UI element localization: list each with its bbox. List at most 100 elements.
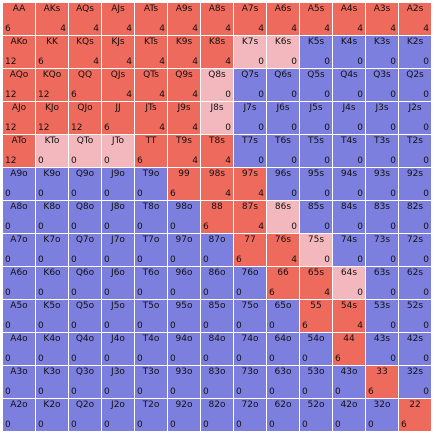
- hand-cell-42s[interactable]: 42s 0: [399, 333, 432, 366]
- hand-cell-55[interactable]: 55 6: [300, 300, 333, 333]
- hand-cell-95s[interactable]: 95s 0: [300, 168, 333, 201]
- hand-cell-87s[interactable]: 87s 4: [234, 201, 267, 234]
- hand-cell-96o[interactable]: 96o 0: [168, 267, 201, 300]
- hand-cell-kqs[interactable]: KQs 4: [69, 36, 102, 69]
- hand-cell-52o[interactable]: 52o 0: [300, 399, 333, 432]
- hand-cell-aqs[interactable]: AQs 4: [69, 3, 102, 36]
- hand-cell-72o[interactable]: 72o 0: [234, 399, 267, 432]
- hand-cell-k8s[interactable]: K8s 4: [201, 36, 234, 69]
- hand-cell-98s[interactable]: 98s 4: [201, 168, 234, 201]
- hand-cell-a7s[interactable]: A7s 4: [234, 3, 267, 36]
- hand-cell-q3s[interactable]: Q3s 0: [366, 69, 399, 102]
- hand-cell-97o[interactable]: 97o 0: [168, 234, 201, 267]
- hand-cell-t7o[interactable]: T7o 0: [135, 234, 168, 267]
- hand-cell-jto[interactable]: JTo 0: [102, 135, 135, 168]
- hand-cell-qjo[interactable]: QJo 12: [69, 102, 102, 135]
- hand-cell-85o[interactable]: 85o 0: [201, 300, 234, 333]
- hand-cell-j3s[interactable]: J3s 0: [366, 102, 399, 135]
- hand-cell-t4o[interactable]: T4o 0: [135, 333, 168, 366]
- hand-cell-a3s[interactable]: A3s 4: [366, 3, 399, 36]
- hand-cell-j5s[interactable]: J5s 0: [300, 102, 333, 135]
- hand-cell-aqo[interactable]: AQo 12: [3, 69, 36, 102]
- hand-cell-76s[interactable]: 76s 4: [267, 234, 300, 267]
- hand-cell-kto[interactable]: KTo 0: [36, 135, 69, 168]
- hand-cell-aa[interactable]: AA 6: [3, 3, 36, 36]
- hand-cell-q5s[interactable]: Q5s 0: [300, 69, 333, 102]
- hand-cell-83o[interactable]: 83o 0: [201, 366, 234, 399]
- hand-cell-j2o[interactable]: J2o 0: [102, 399, 135, 432]
- hand-cell-73o[interactable]: 73o 0: [234, 366, 267, 399]
- hand-cell-k7o[interactable]: K7o 0: [36, 234, 69, 267]
- hand-cell-t5s[interactable]: T5s 0: [300, 135, 333, 168]
- hand-cell-t9o[interactable]: T9o 0: [135, 168, 168, 201]
- hand-cell-k2o[interactable]: K2o 0: [36, 399, 69, 432]
- hand-cell-73s[interactable]: 73s 0: [366, 234, 399, 267]
- hand-cell-j7o[interactable]: J7o 0: [102, 234, 135, 267]
- hand-cell-jj[interactable]: JJ 6: [102, 102, 135, 135]
- hand-cell-84o[interactable]: 84o 0: [201, 333, 234, 366]
- hand-cell-74o[interactable]: 74o 0: [234, 333, 267, 366]
- hand-cell-95o[interactable]: 95o 0: [168, 300, 201, 333]
- hand-cell-94s[interactable]: 94s 0: [333, 168, 366, 201]
- hand-cell-qto[interactable]: QTo 0: [69, 135, 102, 168]
- hand-cell-j8s[interactable]: J8s 0: [201, 102, 234, 135]
- hand-cell-q9o[interactable]: Q9o 0: [69, 168, 102, 201]
- hand-cell-97s[interactable]: 97s 4: [234, 168, 267, 201]
- hand-cell-84s[interactable]: 84s 0: [333, 201, 366, 234]
- hand-cell-63o[interactable]: 63o 0: [267, 366, 300, 399]
- hand-cell-93o[interactable]: 93o 0: [168, 366, 201, 399]
- hand-cell-ajs[interactable]: AJs 4: [102, 3, 135, 36]
- hand-cell-92o[interactable]: 92o 0: [168, 399, 201, 432]
- hand-cell-k9s[interactable]: K9s 4: [168, 36, 201, 69]
- hand-cell-j6o[interactable]: J6o 0: [102, 267, 135, 300]
- hand-cell-q2o[interactable]: Q2o 0: [69, 399, 102, 432]
- hand-cell-q6o[interactable]: Q6o 0: [69, 267, 102, 300]
- hand-cell-64s[interactable]: 64s 0: [333, 267, 366, 300]
- hand-cell-aks[interactable]: AKs 4: [36, 3, 69, 36]
- hand-cell-k5s[interactable]: K5s 0: [300, 36, 333, 69]
- hand-cell-96s[interactable]: 96s 0: [267, 168, 300, 201]
- hand-cell-q8o[interactable]: Q8o 0: [69, 201, 102, 234]
- hand-cell-53o[interactable]: 53o 0: [300, 366, 333, 399]
- hand-cell-j5o[interactable]: J5o 0: [102, 300, 135, 333]
- hand-cell-a4o[interactable]: A4o 0: [3, 333, 36, 366]
- hand-cell-j8o[interactable]: J8o 0: [102, 201, 135, 234]
- hand-cell-82o[interactable]: 82o 0: [201, 399, 234, 432]
- hand-cell-83s[interactable]: 83s 0: [366, 201, 399, 234]
- hand-cell-t6s[interactable]: T6s 0: [267, 135, 300, 168]
- hand-cell-52s[interactable]: 52s 0: [399, 300, 432, 333]
- hand-cell-kqo[interactable]: KQo 12: [36, 69, 69, 102]
- hand-cell-ako[interactable]: AKo 12: [3, 36, 36, 69]
- hand-cell-a9o[interactable]: A9o 0: [3, 168, 36, 201]
- hand-cell-k4o[interactable]: K4o 0: [36, 333, 69, 366]
- hand-cell-q4o[interactable]: Q4o 0: [69, 333, 102, 366]
- hand-cell-53s[interactable]: 53s 0: [366, 300, 399, 333]
- hand-cell-86o[interactable]: 86o 0: [201, 267, 234, 300]
- hand-cell-t9s[interactable]: T9s 4: [168, 135, 201, 168]
- hand-cell-63s[interactable]: 63s 0: [366, 267, 399, 300]
- hand-cell-62s[interactable]: 62s 0: [399, 267, 432, 300]
- hand-cell-q2s[interactable]: Q2s 0: [399, 69, 432, 102]
- hand-cell-42o[interactable]: 42o 0: [333, 399, 366, 432]
- hand-cell-a3o[interactable]: A3o 0: [3, 366, 36, 399]
- hand-cell-q6s[interactable]: Q6s 0: [267, 69, 300, 102]
- hand-cell-a8o[interactable]: A8o 0: [3, 201, 36, 234]
- hand-cell-k9o[interactable]: K9o 0: [36, 168, 69, 201]
- hand-cell-32o[interactable]: 32o 0: [366, 399, 399, 432]
- hand-cell-a5s[interactable]: A5s 4: [300, 3, 333, 36]
- hand-cell-t3o[interactable]: T3o 0: [135, 366, 168, 399]
- hand-cell-j3o[interactable]: J3o 0: [102, 366, 135, 399]
- hand-cell-76o[interactable]: 76o 0: [234, 267, 267, 300]
- hand-cell-65o[interactable]: 65o 0: [267, 300, 300, 333]
- hand-cell-qq[interactable]: QQ 6: [69, 69, 102, 102]
- hand-cell-t3s[interactable]: T3s 0: [366, 135, 399, 168]
- hand-cell-kjo[interactable]: KJo 12: [36, 102, 69, 135]
- hand-cell-85s[interactable]: 85s 0: [300, 201, 333, 234]
- hand-cell-kk[interactable]: KK 6: [36, 36, 69, 69]
- hand-cell-ats[interactable]: ATs 4: [135, 3, 168, 36]
- hand-cell-t4s[interactable]: T4s 0: [333, 135, 366, 168]
- hand-cell-kts[interactable]: KTs 4: [135, 36, 168, 69]
- hand-cell-44[interactable]: 44 6: [333, 333, 366, 366]
- hand-cell-t8o[interactable]: T8o 0: [135, 201, 168, 234]
- hand-cell-43s[interactable]: 43s 0: [366, 333, 399, 366]
